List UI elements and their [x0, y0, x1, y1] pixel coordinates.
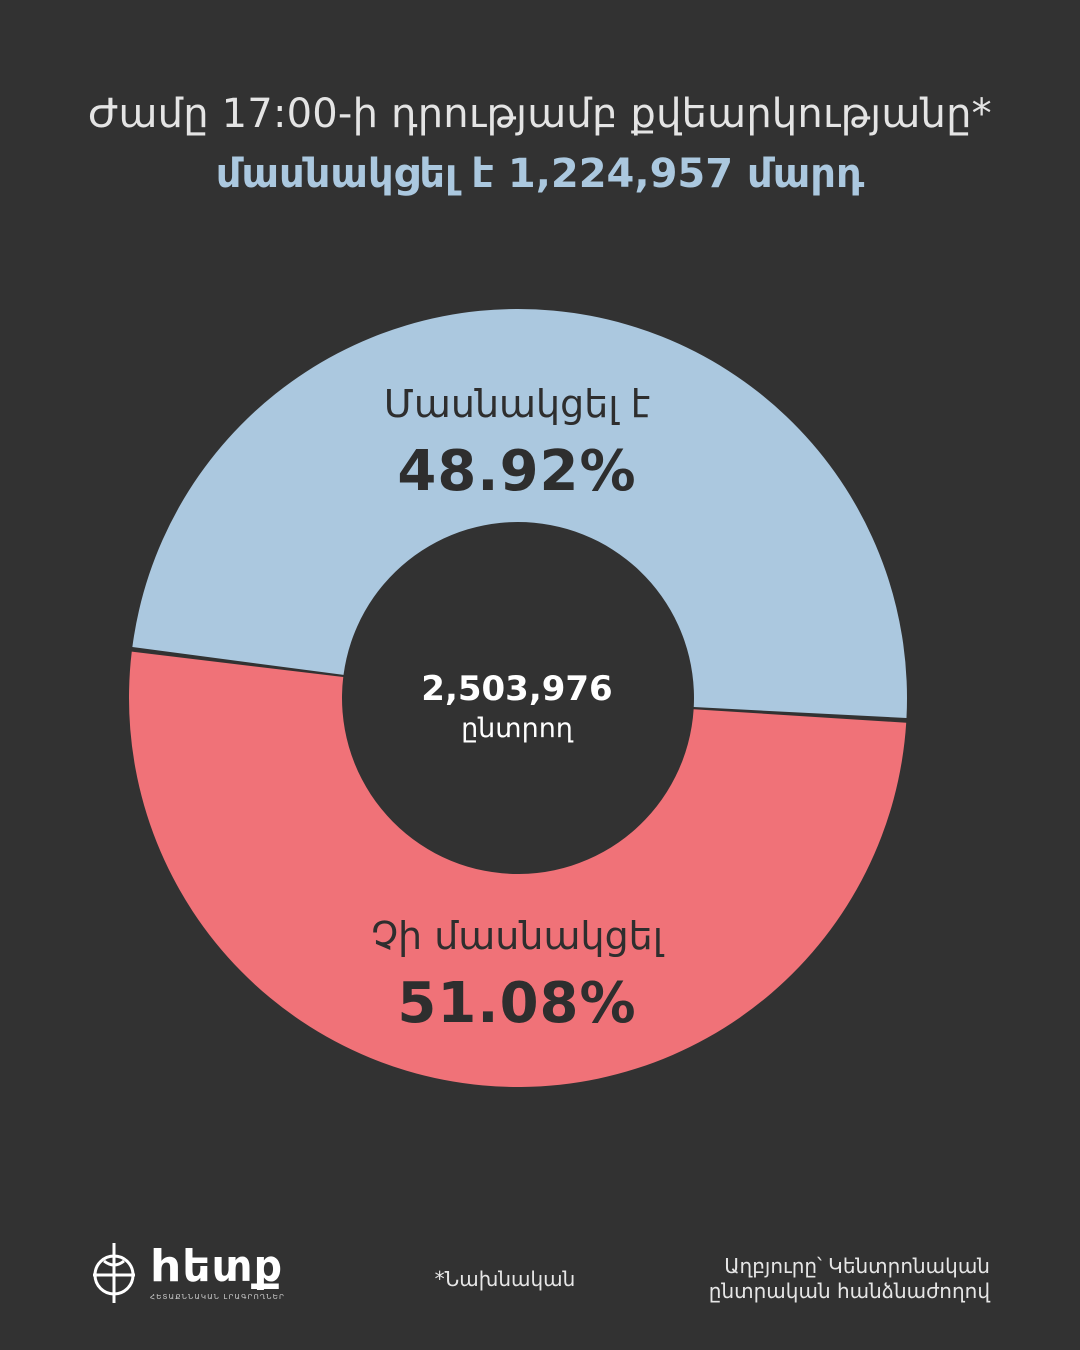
center-count: 2,503,976 [367, 667, 667, 711]
slice-value-not-participated: 51.08% [217, 970, 817, 1038]
hetq-logo: hետք ՀԵՏԱՔՆՆԱԿԱՆ ԼՐԱԳՐՈՂՆԵՐ [90, 1238, 285, 1308]
center-total: 2,503,976 ընտրող [367, 667, 667, 745]
slice-name-participated: Մասնակցել է [217, 380, 817, 428]
logo-mark-icon [90, 1239, 138, 1307]
source-credit: Աղբյուրը՝ Կենտրոնական ընտրական հանձնաժող… [709, 1254, 990, 1304]
logo-subtitle: ՀԵՏԱՔՆՆԱԿԱՆ ԼՐԱԳՐՈՂՆԵՐ [150, 1292, 285, 1302]
logo-text: hետք [150, 1244, 285, 1290]
source-line-2: ընտրական հանձնաժողով [709, 1279, 990, 1304]
slice-name-not-participated: Չի մասնակցել [217, 912, 817, 960]
donut-slice-participated [132, 309, 907, 718]
center-unit: ընտրող [367, 713, 667, 745]
slice-value-participated: 48.92% [217, 438, 817, 506]
slice-label-not-participated: Չի մասնակցել 51.08% [217, 912, 817, 1038]
source-line-1: Աղբյուրը՝ Կենտրոնական [709, 1254, 990, 1279]
slice-label-participated: Մասնակցել է 48.92% [217, 380, 817, 506]
footnote: *Նախնական [400, 1266, 610, 1292]
